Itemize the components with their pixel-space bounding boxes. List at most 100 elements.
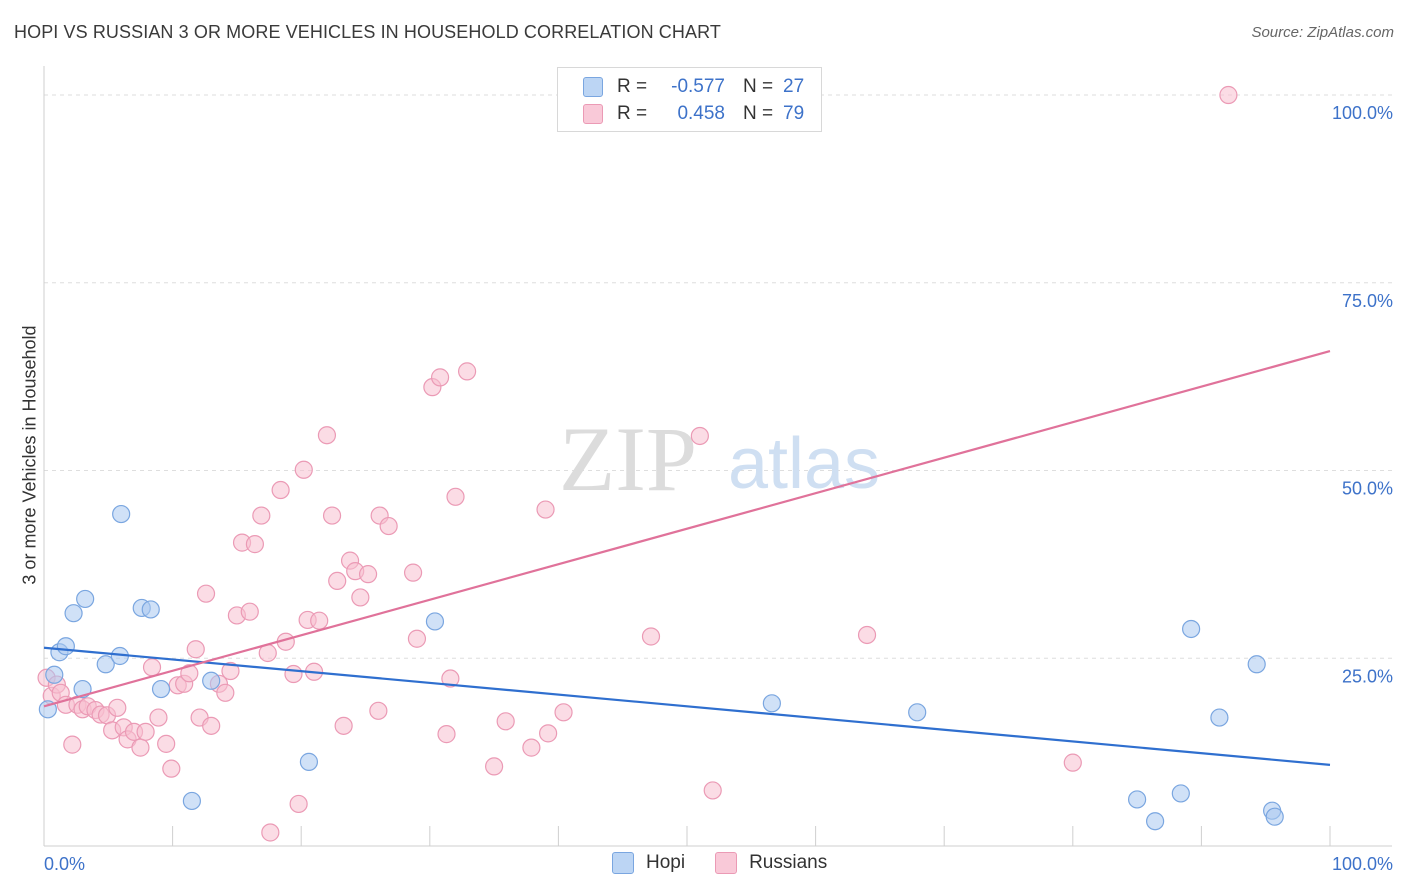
- russian-point: [240, 602, 259, 621]
- hopi-point: [73, 679, 92, 699]
- series-legend: Hopi Russians: [612, 852, 857, 874]
- russian-point: [149, 708, 168, 727]
- russian-point: [539, 724, 558, 743]
- russian-point: [142, 658, 162, 677]
- russian-point: [63, 735, 82, 754]
- hopi-point: [299, 752, 319, 771]
- russian-point: [496, 712, 515, 731]
- russian-point: [245, 535, 265, 554]
- y-axis-label: 3 or more Vehicles in Household: [19, 325, 40, 585]
- russian-point: [407, 629, 427, 648]
- russians-points: [37, 85, 1238, 842]
- russian-point: [136, 722, 155, 741]
- russian-point: [196, 584, 216, 603]
- legend-hopi-label: Hopi: [646, 852, 686, 873]
- hopi-point: [141, 600, 160, 619]
- correlation-legend: R = -0.577 N = 27 R = 0.458 N = 79: [557, 67, 822, 132]
- russian-point: [131, 738, 150, 757]
- source-label: Source: ZipAtlas.com: [1251, 24, 1394, 41]
- legend-item-russians[interactable]: Russians: [715, 852, 827, 874]
- russian-point: [310, 611, 329, 630]
- legend-russians-label: Russians: [749, 852, 828, 873]
- russian-point: [403, 563, 423, 582]
- hopi-swatch: [612, 852, 634, 874]
- russian-point: [369, 701, 388, 720]
- russian-point: [252, 506, 271, 525]
- legend-n-label: N =: [743, 76, 774, 97]
- russian-point: [261, 823, 280, 842]
- x-tick-label: 0.0%: [44, 854, 85, 874]
- russian-point: [690, 426, 709, 446]
- russian-point: [157, 734, 176, 753]
- hopi-points: [38, 504, 1284, 831]
- hopi-point: [1247, 655, 1266, 674]
- hopi-point: [1182, 619, 1201, 639]
- russian-point: [216, 683, 235, 702]
- legend-n-value: 27: [783, 76, 805, 97]
- russian-point: [322, 506, 342, 525]
- y-tick-label: 25.0%: [1342, 666, 1393, 686]
- legend-r-label: R =: [617, 76, 648, 97]
- russian-point: [430, 368, 450, 387]
- hopi-point: [112, 504, 131, 524]
- russian-point: [271, 480, 290, 500]
- y-tick-label: 100.0%: [1332, 103, 1393, 123]
- russian-point: [441, 669, 460, 688]
- russian-point: [536, 500, 555, 519]
- russian-point: [457, 362, 477, 381]
- russian-point: [554, 703, 573, 722]
- hopi-trend-line: [43, 646, 1331, 766]
- hopi-point: [1265, 807, 1284, 826]
- trend-lines: [43, 350, 1331, 766]
- russian-point: [379, 516, 398, 536]
- legend-row-hopi: R = -0.577 N = 27: [583, 75, 804, 99]
- russian-point: [1219, 85, 1238, 105]
- russian-point: [857, 625, 877, 645]
- legend-r-value: 0.458: [677, 103, 725, 124]
- grid: [44, 94, 1392, 659]
- legend-r-label: R =: [617, 103, 648, 124]
- legend-row-russians: R = 0.458 N = 79: [583, 102, 804, 126]
- hopi-point: [45, 665, 64, 684]
- russian-point: [284, 664, 303, 684]
- y-tick-label: 75.0%: [1342, 291, 1393, 311]
- russian-point: [351, 588, 370, 607]
- hopi-point: [425, 612, 445, 631]
- russian-point: [328, 571, 347, 591]
- hopi-point: [56, 637, 75, 656]
- hopi-point: [96, 655, 115, 674]
- russian-point: [108, 698, 127, 717]
- hopi-point: [64, 604, 83, 623]
- russian-point: [202, 716, 221, 735]
- y-tick-label: 50.0%: [1342, 479, 1393, 499]
- hopi-point: [202, 671, 221, 690]
- x-tick-label: 100.0%: [1332, 854, 1393, 874]
- russian-point: [186, 640, 205, 659]
- legend-n-label: N =: [743, 103, 774, 124]
- watermark: ZIP atlas: [559, 408, 880, 510]
- russians-trend-line: [43, 350, 1331, 708]
- hopi-point: [1171, 784, 1190, 803]
- russian-point: [294, 460, 313, 479]
- tick-labels: 25.0% 50.0% 75.0% 100.0% 0.0% 100.0%: [44, 103, 1393, 874]
- legend-r-value: -0.577: [671, 76, 725, 97]
- hopi-swatch: [583, 77, 603, 97]
- hopi-point: [1210, 708, 1229, 727]
- russian-point: [289, 794, 308, 814]
- russian-point: [446, 487, 465, 506]
- russian-point: [317, 426, 337, 445]
- legend-n-value: 79: [783, 103, 805, 124]
- russians-swatch: [583, 104, 603, 124]
- russian-point: [358, 565, 378, 584]
- russian-point: [641, 627, 661, 646]
- russian-point: [703, 781, 722, 800]
- chart-title: HOPI VS RUSSIAN 3 OR MORE VEHICLES IN HO…: [14, 22, 721, 42]
- russian-point: [1063, 753, 1082, 772]
- russian-point: [334, 716, 353, 735]
- russian-point: [485, 757, 504, 776]
- hopi-point: [76, 589, 95, 609]
- legend-item-hopi[interactable]: Hopi: [612, 852, 685, 874]
- russian-point: [522, 738, 541, 757]
- watermark-zip: ZIP: [559, 408, 697, 510]
